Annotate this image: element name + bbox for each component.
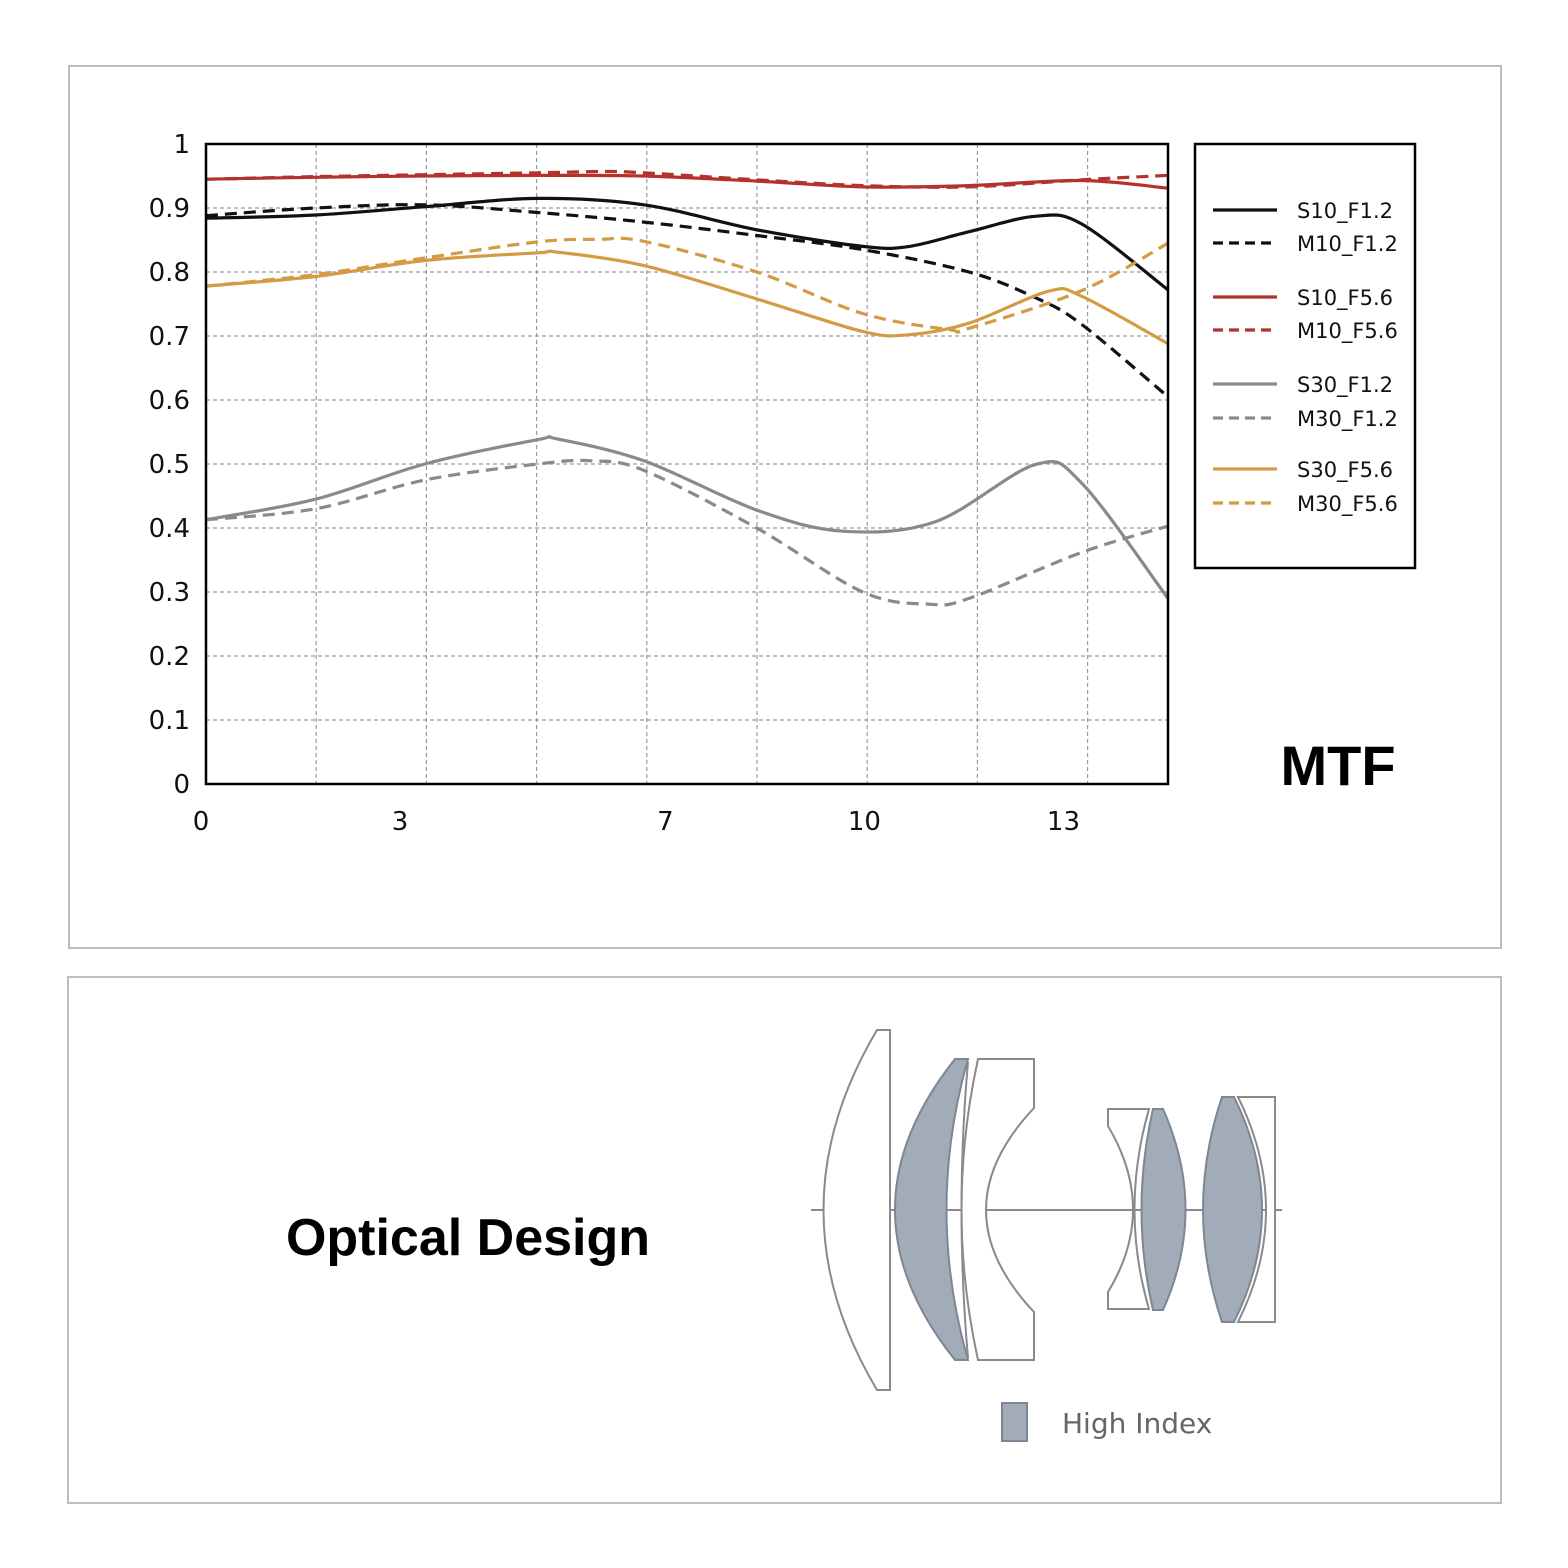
optical-design-title: Optical Design (286, 1209, 650, 1267)
y-tick-label: 0.9 (149, 194, 190, 224)
lens-element-3-inner (960, 1061, 969, 1359)
lens-element-6-high-index (1202, 1096, 1263, 1323)
legend-label: M10_F1.2 (1297, 232, 1398, 257)
legend-label: M30_F1.2 (1297, 407, 1398, 432)
x-tick-label: 13 (1047, 807, 1080, 837)
y-tick-label: 0.6 (149, 386, 190, 416)
lens-element-2-high-index (894, 1058, 970, 1361)
lens-element-7 (1236, 1096, 1276, 1323)
series-line-m30-f1-2 (205, 458, 1169, 607)
grid-lines (206, 144, 1168, 784)
series-line-s30-f5-6 (205, 249, 1169, 346)
series-line-s10-f1-2 (205, 196, 1169, 292)
x-tick-label: 7 (657, 807, 674, 837)
series-line-m10-f5-6 (205, 169, 1169, 189)
chart-title: MTF (1280, 734, 1395, 797)
y-tick-label: 0.1 (149, 706, 190, 736)
y-tick-label: 0.5 (149, 450, 190, 480)
legend-label: S30_F5.6 (1297, 458, 1393, 483)
y-tick-label: 1 (173, 130, 190, 160)
high-index-swatch (1001, 1402, 1028, 1442)
mtf-panel (68, 65, 1502, 949)
lens-element-5-high-index (1140, 1108, 1187, 1311)
y-tick-label: 0.3 (149, 578, 190, 608)
legend-label: S10_F5.6 (1297, 286, 1393, 311)
legend-label: M30_F5.6 (1297, 492, 1398, 517)
tick-labels: 00.10.20.30.40.50.60.70.80.910 3 7 10 13 (149, 130, 1080, 837)
x-tick-label: 10 (848, 807, 881, 837)
y-tick-label: 0.4 (149, 514, 190, 544)
plot-frame (204, 142, 1170, 786)
legend-label: M10_F5.6 (1297, 319, 1398, 344)
lens-diagram (811, 1029, 1282, 1391)
series-line-s30-f1-2 (205, 434, 1170, 600)
legend-label: S30_F1.2 (1297, 373, 1393, 398)
legend: S10_F1.2 M10_F1.2 S10_F5.6 M10_F5.6 S30_F1.2… (1193, 142, 1417, 570)
x-tick-label: 3 (392, 807, 409, 837)
x-tick-label: 0 (193, 807, 210, 837)
y-tick-label: 0.8 (149, 258, 190, 288)
series-line-m10-f1-2 (205, 203, 1170, 399)
lens-element-1 (822, 1029, 891, 1391)
lens-element-3 (960, 1058, 1035, 1361)
series-line-m30-f5-6 (205, 236, 1169, 334)
y-tick-label: 0.2 (149, 642, 190, 672)
optical-design-panel (67, 976, 1502, 1504)
series-lines (205, 169, 1170, 607)
lens-element-4 (1107, 1108, 1151, 1310)
y-tick-label: 0.7 (149, 322, 190, 352)
legend-label: S10_F1.2 (1297, 199, 1393, 224)
high-index-label: High Index (1062, 1407, 1212, 1440)
legend-box (1193, 142, 1417, 570)
y-tick-label: 0 (173, 770, 190, 800)
